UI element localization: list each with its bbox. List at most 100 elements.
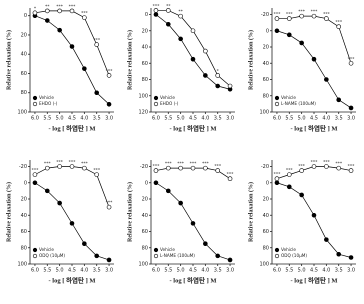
significance-label: *** [81, 11, 89, 17]
data-point [286, 184, 292, 190]
x-tick-label: 4.5 [68, 116, 76, 122]
data-point [203, 48, 208, 54]
data-point [311, 164, 317, 169]
legend-label: Vehicle [281, 247, 296, 252]
data-point [57, 8, 62, 14]
significance-label: *** [56, 4, 64, 10]
data-point [227, 83, 233, 89]
x-tick-label: 3.5 [93, 116, 101, 122]
x-tick-label: 4.0 [201, 268, 209, 274]
x-tick-label: 3.5 [335, 116, 343, 122]
x-axis-label: - log [ 하엽탄 ] M [291, 123, 338, 132]
x-tick-label: 6.0 [31, 268, 39, 274]
y-tick-label: 40 [263, 61, 269, 67]
panel: -20 0 20 40 60 80 100 6.0 5.5 5.0 4.5 4.0 3.5 3.0 - lo… [126, 160, 235, 284]
significance-label: *** [56, 160, 64, 166]
legend-label: EHDO (-) [39, 101, 58, 106]
legend-marker [32, 247, 38, 253]
x-tick-label: 3.0 [226, 268, 234, 274]
x-axis-label: - log [ 하엽탄 ] M [49, 275, 96, 284]
x-tick-label: 3.0 [347, 116, 355, 122]
data-point [203, 165, 208, 171]
x-tick-label: 6.0 [273, 268, 281, 274]
significance-label: *** [298, 9, 306, 15]
data-point [57, 27, 62, 33]
data-point [82, 15, 87, 20]
data-point [94, 172, 100, 177]
data-point [178, 13, 183, 19]
x-tick-label: 4.0 [80, 268, 88, 274]
x-tick-label: 5.0 [298, 116, 306, 122]
y-tick-label: 100 [17, 110, 27, 116]
y-tick-label: 80 [21, 245, 27, 251]
significance-label: *** [286, 168, 294, 174]
significance-label: ** [166, 3, 171, 9]
x-tick-label: 4.5 [189, 116, 197, 122]
x-tick-label: 4.0 [322, 268, 330, 274]
data-point [336, 165, 342, 171]
y-tick-label: 60 [21, 229, 27, 235]
data-point [94, 90, 100, 96]
x-tick-label: 3.5 [214, 268, 222, 274]
legend-label: Vehicle [39, 95, 54, 100]
y-tick-label: 60 [263, 77, 269, 83]
y-tick-label: 0 [145, 12, 148, 18]
significance-label: *** [202, 161, 210, 167]
significance-label: *** [274, 12, 282, 18]
legend-marker [274, 247, 280, 253]
significance-label: *** [298, 164, 306, 170]
data-point [348, 255, 354, 260]
data-point [82, 241, 87, 246]
data-point [190, 56, 196, 62]
data-point [299, 13, 304, 19]
data-point [69, 221, 75, 226]
significance-label: ** [45, 4, 50, 10]
data-point [286, 16, 292, 21]
x-axis-label: - log [ 하엽탄 ] M [170, 123, 217, 132]
x-tick-label: 5.5 [285, 268, 293, 274]
y-tick-label: 60 [142, 229, 148, 235]
y-tick-label: 80 [263, 93, 269, 99]
data-point [311, 13, 317, 19]
data-point [82, 165, 87, 171]
legend-label: Vehicle [160, 95, 175, 100]
x-tick-label: 6.0 [31, 116, 39, 122]
data-point [165, 188, 171, 194]
significance-label: *** [81, 161, 89, 167]
x-tick-label: 4.0 [201, 116, 209, 122]
legend-marker [32, 101, 38, 107]
data-point [153, 12, 159, 17]
y-tick-label: 0 [266, 28, 269, 34]
data-point [82, 66, 87, 71]
significance-label: * [217, 68, 220, 74]
data-point [153, 8, 159, 13]
significance-label: *** [335, 20, 343, 26]
data-point [44, 188, 50, 194]
significance-label: *** [323, 12, 331, 18]
data-point [57, 164, 62, 169]
significance-label: *** [69, 4, 77, 10]
significance-label: *** [323, 160, 331, 166]
data-point [178, 36, 183, 42]
data-point [324, 16, 329, 21]
panel: -20 0 20 40 60 80 100 6.0 5.5 5.0 4.5 4.0 3.5 3.0 - lo… [247, 8, 356, 132]
legend-label: ODQ (10μM) [281, 253, 307, 258]
significance-label: *** [177, 161, 185, 167]
x-tick-label: 5.0 [298, 268, 306, 274]
legend-label: L-NAME (100uM) [160, 253, 195, 258]
y-tick-label: -20 [140, 164, 148, 170]
data-point [286, 172, 292, 177]
y-tick-label: 100 [259, 110, 269, 116]
y-tick-label: 100 [259, 262, 269, 268]
data-point [69, 8, 75, 14]
data-point [215, 83, 221, 89]
y-tick-label: 20 [142, 28, 148, 34]
legend-marker [274, 101, 280, 107]
x-tick-label: 4.5 [189, 268, 197, 274]
legend-marker [274, 95, 280, 101]
x-tick-label: 4.0 [322, 116, 330, 122]
data-point [274, 180, 280, 186]
x-tick-label: 5.0 [56, 268, 64, 274]
y-axis-label: Relative relaxation (%) [126, 182, 133, 242]
